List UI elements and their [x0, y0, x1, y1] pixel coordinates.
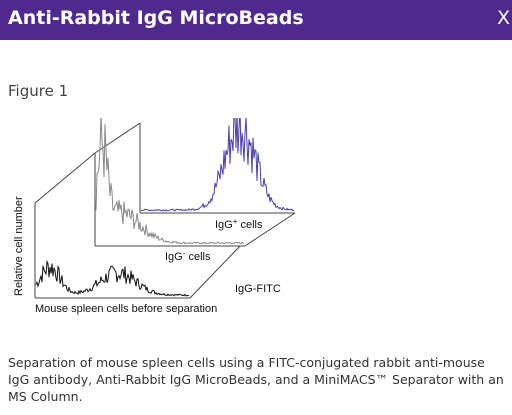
negative-label: IgG- cells — [165, 249, 211, 263]
histogram-trace — [140, 118, 294, 212]
histogram-trace — [35, 259, 190, 297]
close-button[interactable]: X — [496, 7, 510, 29]
y-axis-label: Relative cell number — [13, 196, 25, 296]
label-base: IgG — [215, 219, 233, 231]
modal-title: Anti-Rabbit IgG MicroBeads — [8, 7, 304, 29]
caption: Separation of mouse spleen cells using a… — [8, 355, 504, 404]
label-rest: cells — [237, 219, 263, 231]
label-sup: + — [233, 217, 238, 226]
axes — [34, 122, 296, 299]
label-base: IgG — [165, 251, 183, 263]
positive-label: IgG+ cells — [215, 217, 263, 231]
label-sup: - — [183, 249, 186, 258]
marker-label: IgG-FITC — [235, 283, 281, 295]
histogram-trace — [95, 118, 245, 245]
figure: Relative cell number Mouse spleen cells … — [13, 118, 296, 315]
label-rest: cells — [185, 251, 211, 263]
modal-header: Anti-Rabbit IgG MicroBeads X — [0, 0, 512, 40]
figure-label: Figure 1 — [8, 82, 69, 100]
x-axis-label: Mouse spleen cells before separation — [35, 303, 217, 315]
